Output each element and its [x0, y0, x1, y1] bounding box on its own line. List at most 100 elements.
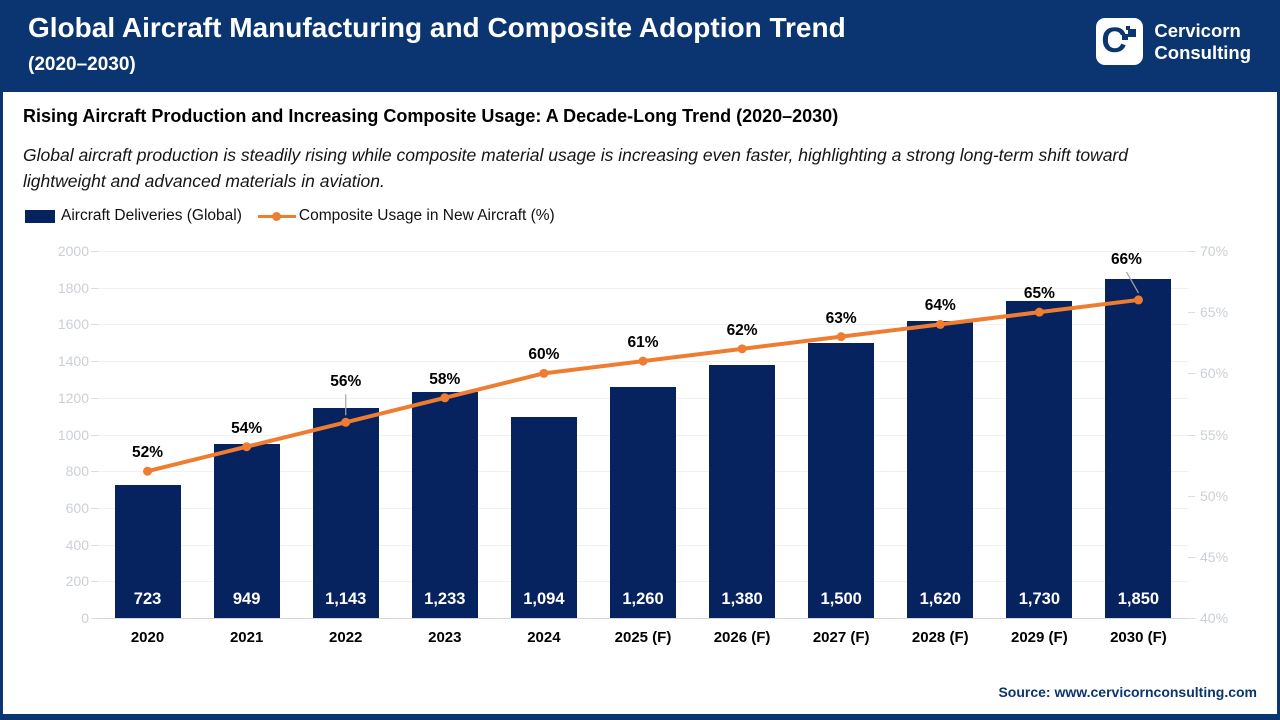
left-tick-mark — [91, 287, 98, 289]
left-tick-mark — [91, 581, 98, 583]
bar-2023: 1,233 — [411, 391, 478, 618]
chart-legend: Aircraft Deliveries (Global) Composite U… — [25, 207, 555, 225]
secondary-axis-tick-label: 40% — [1200, 610, 1229, 626]
chart-heading: Rising Aircraft Production and Increasin… — [23, 106, 839, 126]
right-tick-mark — [1188, 434, 1195, 436]
legend-item-composite: Composite Usage in New Aircraft (%) — [257, 207, 555, 225]
bar-2021: 949 — [213, 443, 280, 618]
bar-2020: 723 — [114, 485, 181, 618]
source-text: Source: www.cervicornconsulting.com — [998, 684, 1257, 700]
bar-value-label: 1,233 — [424, 589, 466, 608]
y-axis-tick-label: 1800 — [57, 279, 89, 296]
line-point-label: 60% — [528, 346, 560, 364]
line-point-label: 64% — [924, 297, 956, 315]
line-point-label: 61% — [627, 334, 659, 352]
y-axis-tick-label: 1200 — [57, 389, 89, 406]
secondary-axis-tick-label: 45% — [1200, 548, 1229, 565]
y-axis-tick-label: 600 — [65, 499, 89, 516]
x-axis-label: 2025 (F) — [614, 629, 672, 646]
bar-value-label: 1,730 — [1018, 589, 1060, 608]
right-tick-mark — [1188, 556, 1195, 558]
trend-line-svg — [143, 271, 1143, 476]
bar-value-label: 1,850 — [1117, 589, 1160, 608]
y-axis-tick-label: 1400 — [57, 353, 89, 370]
bar-value-label: 723 — [133, 589, 162, 608]
x-axis-label: 2026 (F) — [713, 629, 771, 646]
x-axis-label: 2024 — [527, 629, 561, 646]
left-tick-mark — [91, 471, 98, 473]
description-line-2: lightweight and advanced materials in av… — [23, 171, 385, 192]
secondary-axis-tick-label: 65% — [1200, 304, 1229, 321]
bar-2024: 1,094 — [510, 417, 577, 618]
left-tick-mark — [91, 544, 98, 546]
right-tick-mark — [1188, 373, 1195, 375]
chart: 2000 1800 1600 1400 1200 1000 800 600 400 200 0 70%… — [3, 235, 1277, 669]
left-tick-mark — [91, 618, 98, 619]
y-axis-tick-label: 400 — [65, 536, 89, 553]
bar-2030 (F): 1,850 — [1105, 278, 1172, 618]
logo-text: Cervicorn Consulting — [1154, 20, 1251, 63]
secondary-axis-tick-label: 55% — [1200, 426, 1229, 443]
left-tick-mark — [91, 507, 98, 509]
x-axis-label: 2028 (F) — [911, 629, 969, 646]
bar-value-label: 1,143 — [325, 589, 367, 608]
x-axis-label: 2020 — [130, 629, 165, 646]
secondary-axis-tick-label: 60% — [1200, 365, 1229, 382]
bar-2025 (F): 1,260 — [610, 386, 676, 618]
logo-monogram-icon: C — [1096, 18, 1144, 65]
line-swatch-icon — [257, 210, 296, 223]
bar-value-label: 1,500 — [820, 590, 862, 608]
x-axis-label: 2030 (F) — [1110, 629, 1167, 646]
bar-value-label: 1,620 — [919, 589, 961, 608]
bar-swatch-icon — [25, 209, 55, 223]
line-point-label: 66% — [1110, 250, 1142, 268]
company-logo: C Cervicorn Consulting — [1096, 18, 1251, 65]
legend-label-deliveries: Aircraft Deliveries (Global) — [61, 207, 242, 224]
x-axis-label: 2021 — [229, 629, 264, 646]
legend-label-composite: Composite Usage in New Aircraft (%) — [298, 207, 555, 224]
bar-value-label: 1,260 — [622, 589, 664, 608]
line-point-label: 58% — [429, 370, 461, 388]
right-tick-mark — [1188, 312, 1195, 314]
line-point-label: 63% — [825, 309, 857, 327]
line-point-label: 65% — [1023, 285, 1055, 303]
x-axis-label: 2023 — [428, 629, 462, 646]
secondary-axis-tick-label: 50% — [1200, 487, 1229, 504]
legend-item-deliveries: Aircraft Deliveries (Global) — [25, 207, 242, 225]
y-axis-tick-label: 200 — [65, 573, 89, 590]
x-axis-label: 2029 (F) — [1011, 629, 1068, 646]
bar-value-label: 949 — [232, 589, 261, 608]
bar-2029 (F): 1,730 — [1006, 300, 1073, 618]
y-axis-tick-label: 1000 — [57, 426, 89, 443]
right-tick-mark — [1188, 495, 1195, 497]
right-tick-mark — [1188, 251, 1195, 252]
left-tick-mark — [91, 361, 98, 363]
line-point-label: 62% — [726, 321, 758, 339]
gridline — [98, 287, 1188, 289]
chart-description: Global aircraft production is steadily r… — [23, 142, 1128, 195]
page-title: Global Aircraft Manufacturing and Compos… — [28, 12, 846, 43]
description-line-1: Global aircraft production is steadily r… — [23, 145, 1128, 165]
left-tick-mark — [91, 397, 98, 399]
bar-value-label: 1,380 — [721, 589, 763, 608]
bar-2027 (F): 1,500 — [808, 342, 875, 618]
bar-value-label: 1,094 — [523, 589, 565, 608]
bar-2028 (F): 1,620 — [907, 320, 974, 618]
line-point-label: 54% — [231, 419, 263, 437]
gridline — [98, 618, 1188, 619]
logo-line2: Consulting — [1154, 41, 1251, 63]
logo-line1: Cervicorn — [1154, 20, 1241, 42]
y-axis-tick-label: 1600 — [57, 316, 89, 333]
page-subtitle: (2020–2030) — [28, 54, 136, 75]
header: Global Aircraft Manufacturing and Compos… — [3, 3, 1277, 92]
gridline — [98, 251, 1188, 252]
y-axis-tick-label: 0 — [81, 610, 89, 626]
right-tick-mark — [1188, 618, 1195, 619]
secondary-axis-tick-label: 70% — [1200, 243, 1229, 259]
line-point-label: 52% — [132, 444, 164, 462]
bar-2022: 1,143 — [312, 408, 379, 618]
line-point-label: 56% — [330, 373, 362, 391]
y-axis-tick-label: 800 — [65, 463, 89, 480]
x-axis-label: 2027 (F) — [812, 629, 870, 646]
